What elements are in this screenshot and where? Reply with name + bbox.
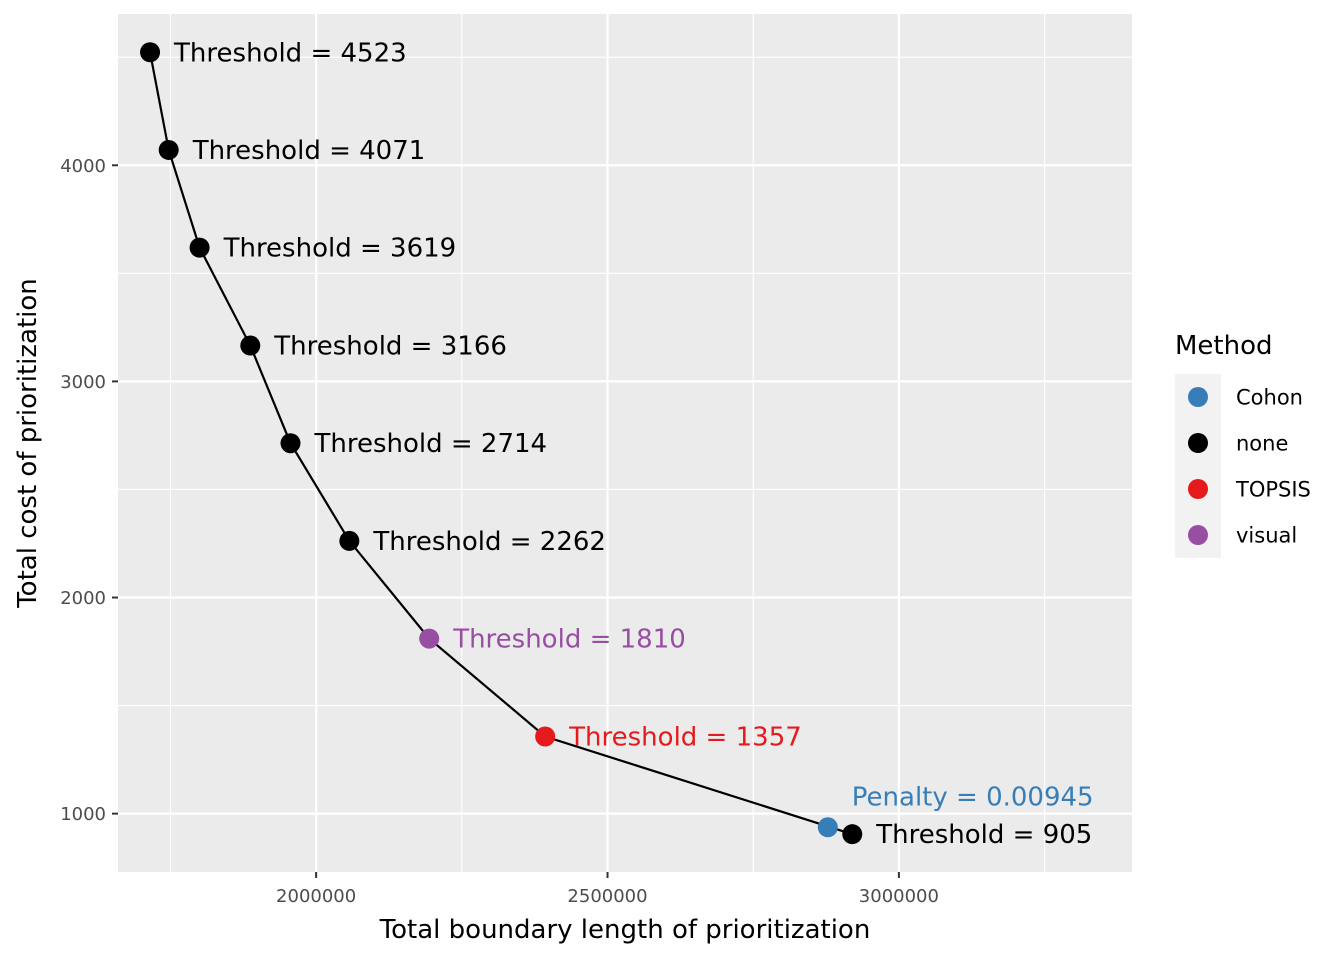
legend-key-topsis: [1188, 479, 1208, 499]
point-label: Threshold = 2262: [372, 527, 606, 557]
y-tick-label: 1000: [60, 804, 106, 825]
x-tick-label: 3000000: [859, 886, 939, 907]
y-tick-label: 2000: [60, 588, 106, 609]
data-point-none: [240, 335, 261, 356]
x-axis-ticks: 2000000 2500000 3000000: [276, 872, 939, 907]
point-label: Threshold = 905: [875, 820, 1092, 850]
data-point-none: [140, 42, 161, 63]
data-point-visual: [419, 628, 440, 649]
x-axis-title: Total boundary length of prioritization: [379, 915, 871, 945]
point-labels: Threshold = 4523 Threshold = 4071 Threshol…: [173, 38, 1094, 850]
point-label: Threshold = 3619: [223, 234, 457, 264]
data-point-none: [280, 433, 301, 454]
legend-label: none: [1236, 432, 1288, 456]
data-point-cohon: [817, 817, 838, 838]
data-points: [140, 42, 863, 845]
legend-label: visual: [1236, 524, 1297, 548]
point-label: Threshold = 4071: [192, 136, 426, 166]
point-label: Threshold = 2714: [313, 429, 547, 459]
x-tick-label: 2000000: [276, 886, 356, 907]
y-tick-label: 3000: [60, 372, 106, 393]
data-point-topsis: [535, 726, 556, 747]
major-gridlines: [118, 14, 1132, 872]
point-label: Threshold = 1357: [568, 722, 802, 752]
legend-entries: Cohon none TOPSIS visual: [1188, 386, 1311, 548]
point-label: Penalty = 0.00945: [852, 782, 1094, 812]
point-label: Threshold = 4523: [173, 38, 407, 68]
y-tick-label: 4000: [60, 156, 106, 177]
legend-key-visual: [1188, 525, 1208, 545]
legend-key-cohon: [1188, 387, 1208, 407]
legend-label: TOPSIS: [1235, 478, 1311, 502]
legend-title: Method: [1175, 331, 1273, 361]
point-label: Threshold = 3166: [273, 332, 507, 362]
data-point-none: [339, 530, 360, 551]
legend-label: Cohon: [1236, 386, 1303, 410]
y-axis-title: Total cost of prioritization: [13, 278, 43, 609]
data-point-none: [158, 139, 179, 160]
legend: Method Cohon none TOPSIS visual: [1175, 331, 1311, 558]
x-tick-label: 2500000: [567, 886, 647, 907]
data-point-none: [189, 237, 210, 258]
legend-key-none: [1188, 433, 1208, 453]
point-label: Threshold = 1810: [452, 625, 686, 655]
y-axis-ticks: 1000 2000 3000 4000: [60, 156, 118, 825]
data-point-none: [842, 824, 863, 845]
